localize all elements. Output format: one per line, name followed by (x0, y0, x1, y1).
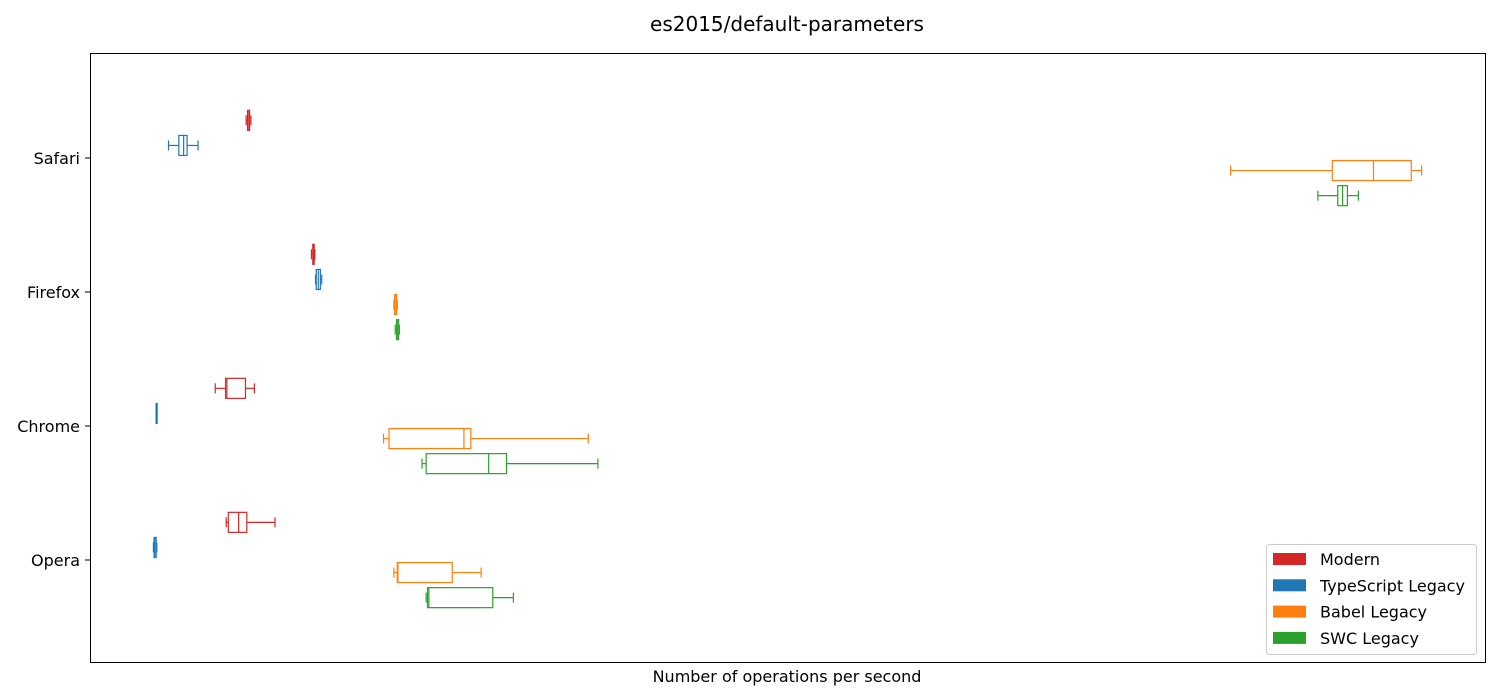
legend-label-babel-legacy: Babel Legacy (1320, 603, 1427, 622)
box-typescript-legacy-chrome (155, 402, 158, 425)
box-modern-safari (245, 109, 252, 131)
iqr-box (1331, 159, 1412, 182)
box-modern-opera (225, 511, 276, 533)
legend-swatch-swc-legacy (1273, 631, 1306, 644)
box-plots (152, 109, 1423, 609)
iqr-box (227, 511, 248, 533)
box-swc-legacy-chrome (421, 453, 599, 475)
box-babel-legacy-chrome (382, 427, 589, 450)
box-swc-legacy-opera (425, 587, 514, 609)
box-typescript-legacy-opera (152, 536, 158, 559)
y-tick-label-chrome: Chrome (17, 417, 80, 436)
box-swc-legacy-firefox (394, 319, 400, 341)
iqr-box (425, 453, 508, 475)
chart-title: es2015/default-parameters (650, 12, 924, 36)
box-modern-firefox (310, 243, 316, 265)
y-tick-label-safari: Safari (34, 149, 80, 168)
box-modern-chrome (214, 377, 255, 399)
legend-label-modern: Modern (1320, 550, 1380, 569)
plot-area-frame (90, 53, 1486, 663)
box-babel-legacy-opera (393, 561, 482, 584)
iqr-box (224, 377, 247, 399)
iqr-box (178, 134, 188, 157)
box-typescript-legacy-safari (167, 134, 199, 157)
iqr-box (396, 561, 453, 584)
y-tick-label-firefox: Firefox (27, 283, 80, 302)
legend-frame (1266, 544, 1477, 655)
box-babel-legacy-firefox (393, 293, 398, 316)
legend-swatch-modern (1273, 553, 1306, 565)
legend-label-typescript-legacy: TypeScript Legacy (1319, 576, 1465, 595)
y-axis: Safari Firefox Chrome Opera (17, 149, 90, 570)
legend: Modern TypeScript Legacy Babel Legacy SWC L… (1266, 544, 1477, 655)
legend-swatch-typescript-legacy (1273, 579, 1306, 592)
legend-label-swc-legacy: SWC Legacy (1320, 629, 1419, 648)
x-axis-label: Number of operations per second (653, 667, 922, 686)
iqr-box (426, 587, 494, 609)
box-babel-legacy-safari (1230, 159, 1423, 182)
y-tick-label-opera: Opera (31, 551, 80, 570)
iqr-box (388, 427, 472, 450)
legend-swatch-babel-legacy (1273, 605, 1306, 618)
box-swc-legacy-safari (1317, 185, 1359, 207)
box-typescript-legacy-firefox (314, 268, 323, 291)
